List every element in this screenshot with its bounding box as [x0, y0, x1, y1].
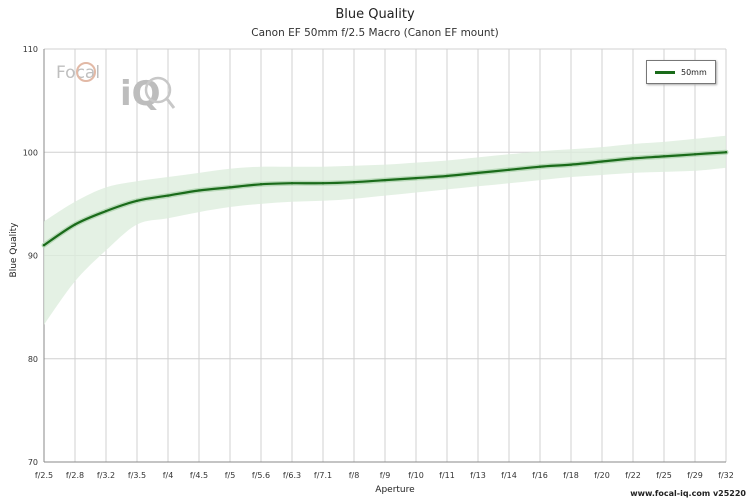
y-tick-label: 90 [28, 252, 38, 261]
data-point [631, 157, 635, 160]
y-tick-label: 110 [23, 45, 38, 54]
data-point [569, 163, 573, 166]
data-point [600, 160, 604, 163]
data-point [693, 153, 697, 156]
footer-credit: www.focal-iq.com v25220 [630, 489, 746, 498]
x-axis-label: Aperture [375, 485, 415, 495]
chart-title: Blue Quality [335, 7, 415, 22]
data-point [321, 182, 325, 185]
legend-swatch [655, 70, 675, 74]
x-tick-label: f/5.6 [252, 471, 270, 480]
data-point [259, 183, 263, 186]
x-tick-label: f/4 [163, 471, 174, 480]
y-axis-label: Blue Quality [9, 222, 19, 278]
legend-label: 50mm [681, 67, 707, 77]
data-point [104, 209, 108, 213]
x-tick-label: f/2.5 [35, 471, 53, 480]
x-tick-label: f/9 [380, 471, 391, 480]
logo-lens-ring [76, 62, 96, 82]
data-point [383, 178, 387, 182]
x-tick-label: f/3.2 [97, 471, 115, 480]
x-tick-label: f/2.8 [66, 471, 84, 480]
y-tick-label: 70 [28, 458, 38, 467]
x-tick-label: f/16 [532, 471, 548, 480]
data-point [476, 171, 480, 175]
x-tick-label: f/11 [439, 471, 455, 480]
x-tick-label: f/25 [656, 471, 672, 480]
data-point [42, 243, 46, 247]
x-tick-label: f/6.3 [283, 471, 301, 480]
data-point [662, 155, 666, 158]
x-tick-label: f/8 [349, 471, 360, 480]
x-tick-label: f/32 [718, 471, 734, 480]
x-tick-label: f/4.5 [190, 471, 208, 480]
data-point [290, 182, 294, 185]
x-tick-label: f/22 [625, 471, 641, 480]
data-point [135, 199, 139, 202]
x-tick-label: f/3.5 [128, 471, 146, 480]
data-point [414, 176, 418, 180]
x-tick-label: f/18 [563, 471, 579, 480]
x-tick-label: f/29 [687, 471, 703, 480]
data-point [538, 165, 542, 168]
data-point [445, 174, 449, 178]
data-point [166, 194, 170, 197]
data-point [197, 189, 201, 192]
x-tick-label: f/14 [501, 471, 517, 480]
x-tick-label: f/7.1 [314, 471, 332, 480]
logo-magnifier-icon [144, 76, 172, 104]
x-tick-label: f/20 [594, 471, 610, 480]
data-point [73, 223, 77, 226]
chart-subtitle: Canon EF 50mm f/2.5 Macro (Canon EF moun… [251, 27, 499, 39]
x-tick-label: f/5 [225, 471, 236, 480]
logo-text-iq: iQ [120, 74, 161, 114]
y-tick-label: 100 [23, 148, 38, 157]
logo-magnifier-handle [165, 98, 176, 109]
data-point [724, 151, 728, 154]
confidence-band [44, 135, 726, 325]
x-tick-label: f/10 [408, 471, 424, 480]
data-point [352, 180, 356, 184]
x-tick-label: f/13 [470, 471, 486, 480]
data-point [228, 186, 232, 189]
data-point [507, 168, 511, 172]
y-tick-label: 80 [28, 355, 38, 364]
legend: 50mm [646, 60, 716, 84]
